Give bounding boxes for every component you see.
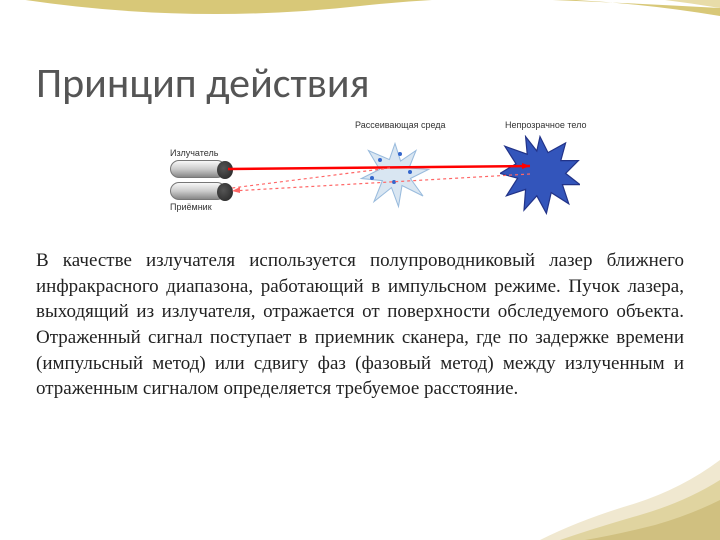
body-paragraph: В качестве излучателя используется полуп… bbox=[36, 248, 684, 402]
header-swoosh bbox=[0, 0, 720, 40]
corner-decoration bbox=[540, 420, 720, 540]
principle-diagram: Рассеивающая среда Непрозрачное тело Изл… bbox=[170, 120, 590, 230]
page-title: Принцип действия bbox=[36, 58, 370, 109]
beam-lines bbox=[170, 120, 590, 230]
